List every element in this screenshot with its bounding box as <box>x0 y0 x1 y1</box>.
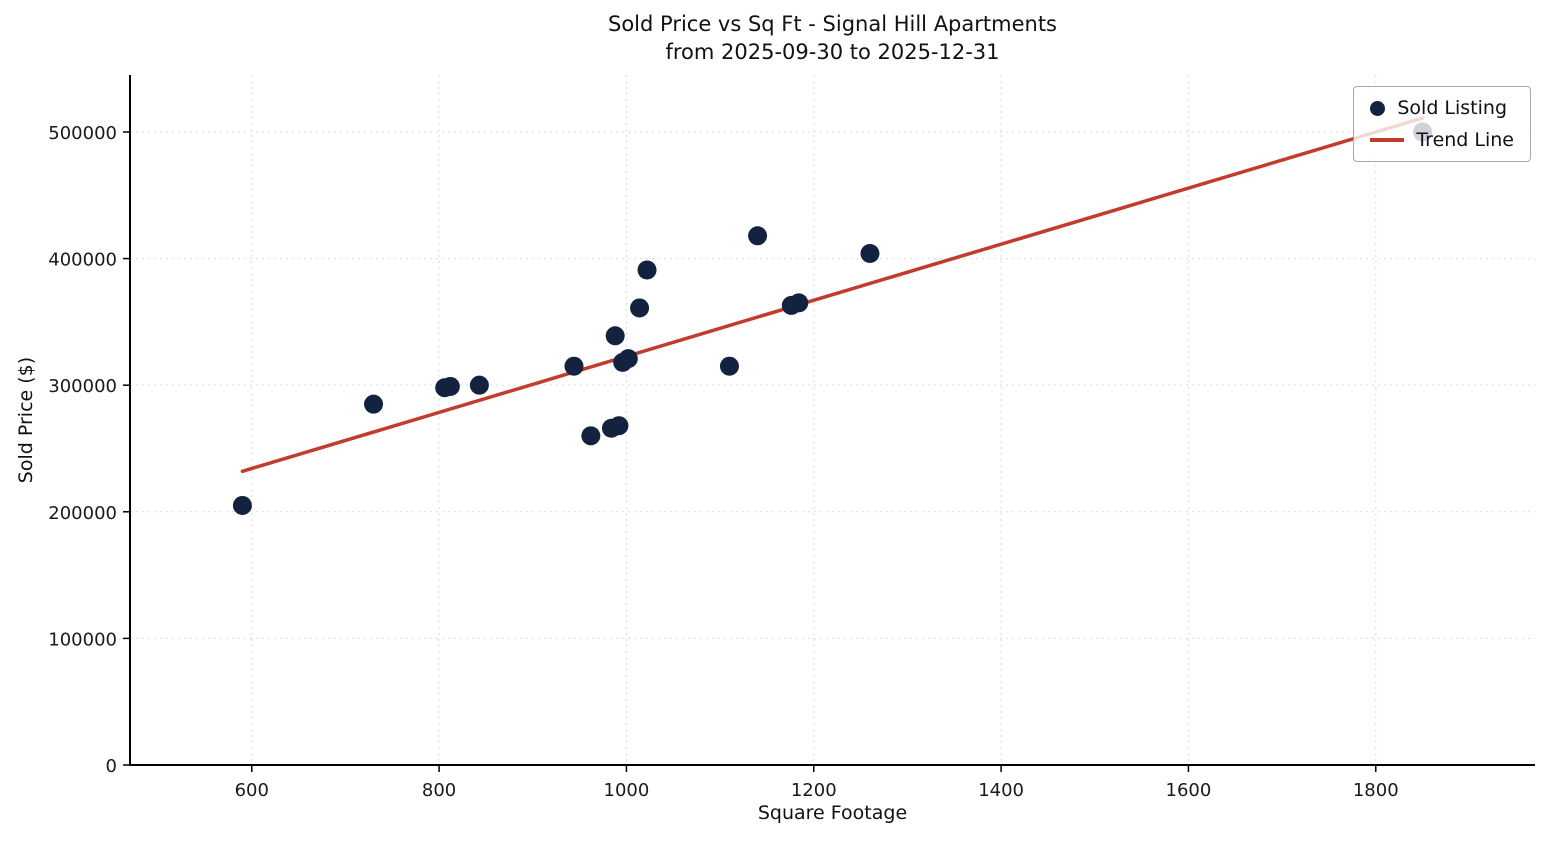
y-tick-label: 400000 <box>48 250 117 271</box>
x-tick-label: 1000 <box>604 780 650 801</box>
scatter-point <box>719 356 739 376</box>
y-tick-label: 0 <box>106 756 117 777</box>
scatter-point <box>232 495 252 515</box>
chart-title-line1: Sold Price vs Sq Ft - Signal Hill Apartm… <box>608 12 1057 36</box>
x-axis-label: Square Footage <box>757 802 908 824</box>
x-tick-label: 1400 <box>978 780 1024 801</box>
x-tick-label: 1800 <box>1353 780 1399 801</box>
x-tick-label: 800 <box>422 780 456 801</box>
scatter-point <box>637 260 657 280</box>
y-axis-label: Sold Price ($) <box>15 356 37 484</box>
x-tick-label: 1200 <box>791 780 837 801</box>
scatter-point <box>440 376 460 396</box>
scatter-point <box>789 293 809 313</box>
scatter-point <box>609 416 629 436</box>
scatter-marker-icon <box>1370 100 1386 116</box>
scatter-point <box>469 375 489 395</box>
trend-line <box>240 116 1425 474</box>
y-tick-label: 300000 <box>48 376 117 397</box>
scatter-point <box>581 426 601 446</box>
legend: Sold Listing Trend Line <box>1353 86 1531 162</box>
x-tick-label: 600 <box>235 780 269 801</box>
x-tick-label: 1600 <box>1166 780 1212 801</box>
scatter-point <box>630 298 650 318</box>
scatter-point <box>605 326 625 346</box>
legend-label-sold-listing: Sold Listing <box>1397 97 1508 119</box>
trend-line-icon <box>1370 138 1405 142</box>
chart-title: Sold Price vs Sq Ft - Signal Hill Apartm… <box>130 10 1535 67</box>
legend-label-trend-line: Trend Line <box>1416 129 1514 151</box>
y-tick-label: 200000 <box>48 503 117 524</box>
legend-item-trend-line: Trend Line <box>1370 129 1514 151</box>
y-tick-label: 100000 <box>48 629 117 650</box>
scatter-point <box>860 244 880 264</box>
scatter-point <box>364 394 384 414</box>
scatter-point <box>564 356 584 376</box>
chart-title-line2: from 2025-09-30 to 2025-12-31 <box>665 40 1000 65</box>
scatter-point <box>748 226 768 246</box>
scatter-point <box>618 349 638 369</box>
y-tick-label: 500000 <box>48 123 117 144</box>
legend-item-sold-listing: Sold Listing <box>1370 97 1514 119</box>
